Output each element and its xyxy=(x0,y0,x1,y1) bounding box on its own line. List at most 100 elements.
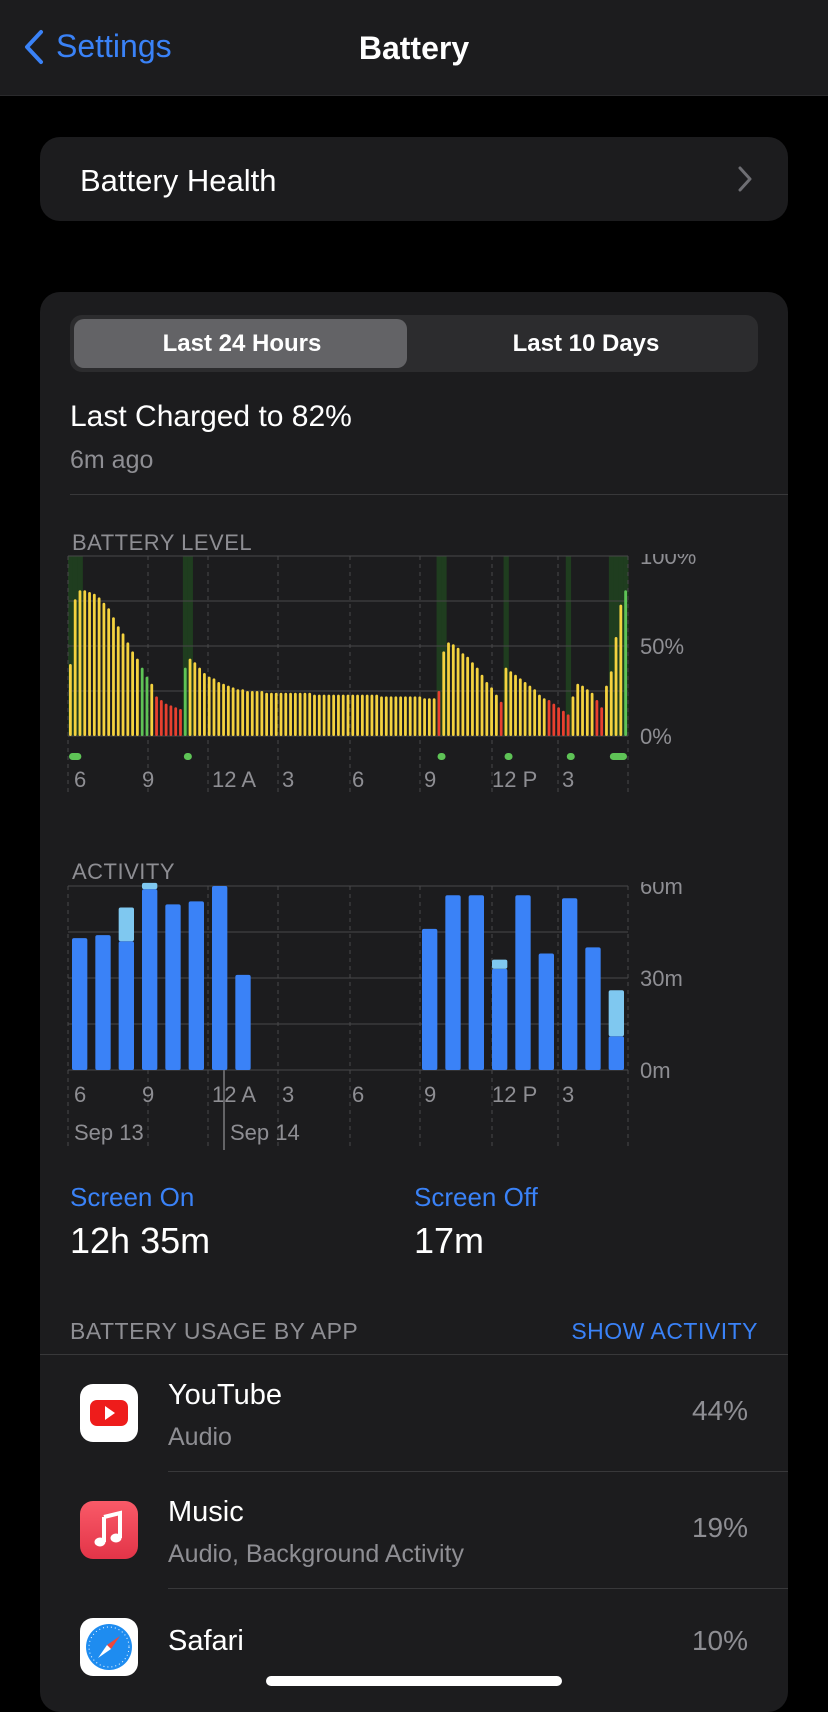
app-percentage: 19% xyxy=(691,1512,748,1543)
back-label: Settings xyxy=(56,28,172,64)
battery-level-bar xyxy=(83,590,87,736)
battery-level-bar xyxy=(255,691,259,736)
battery-level-bar xyxy=(380,696,383,736)
battery-level-bar xyxy=(590,692,594,736)
chevron-right-icon xyxy=(738,166,752,192)
screen-off-label: Screen Off xyxy=(414,1182,538,1212)
app-row-safari[interactable]: Safari 10% xyxy=(40,1589,788,1705)
battery-level-bar xyxy=(179,709,182,736)
charging-indicator xyxy=(609,753,627,760)
charging-indicator xyxy=(504,753,513,760)
screen-on-bar xyxy=(95,935,111,1070)
screen-on-bar xyxy=(608,1036,624,1070)
battery-level-bar xyxy=(571,696,575,736)
battery-level-bar xyxy=(523,682,527,736)
youtube-icon xyxy=(80,1384,138,1442)
battery-health-label: Battery Health xyxy=(80,163,277,198)
battery-level-bar xyxy=(595,700,599,736)
battery-level-bar xyxy=(279,692,283,736)
x-axis-tick-label: 3 xyxy=(282,767,294,792)
screen-on-bar xyxy=(445,895,461,1070)
date-label: Sep 13 xyxy=(74,1120,144,1145)
divider xyxy=(168,1588,788,1589)
divider xyxy=(40,1354,788,1355)
battery-level-bar xyxy=(399,696,403,736)
battery-level-bar xyxy=(485,682,489,736)
screen-on-bar xyxy=(72,938,88,1070)
battery-level-bar xyxy=(423,698,426,736)
screen-on-bar xyxy=(585,947,601,1070)
battery-level-bar xyxy=(509,671,513,736)
app-row-music[interactable]: Music Audio, Background Activity 19% xyxy=(40,1472,788,1588)
app-row-youtube[interactable]: YouTube Audio 44% xyxy=(40,1355,788,1471)
battery-level-bar xyxy=(203,673,206,736)
segment-last-24-hours[interactable]: Last 24 Hours xyxy=(162,330,322,357)
battery-usage-by-app-label: BATTERY USAGE BY APP xyxy=(70,1318,359,1344)
battery-level-bar xyxy=(542,698,546,736)
x-axis-tick-label: 6 xyxy=(74,767,86,792)
battery-level-bar xyxy=(600,707,604,736)
x-axis-tick-label: 3 xyxy=(562,1082,574,1107)
battery-level-bar xyxy=(188,658,192,736)
last-charged-time: 6m ago xyxy=(70,446,154,474)
x-axis-tick-label: 12 A xyxy=(212,767,256,792)
screen-on-bar xyxy=(142,889,158,1070)
battery-level-bar xyxy=(198,667,202,736)
battery-level-bar xyxy=(624,590,627,736)
battery-level-bar xyxy=(609,671,613,736)
screen-on-bar xyxy=(212,886,228,1070)
battery-health-row[interactable]: Battery Health xyxy=(40,137,788,221)
battery-level-bar xyxy=(155,696,158,736)
battery-level-bar xyxy=(404,696,407,736)
chevron-left-icon xyxy=(25,29,43,64)
back-button[interactable]: Settings xyxy=(24,28,172,65)
battery-level-bar xyxy=(360,694,364,736)
battery-level-bar xyxy=(174,707,178,736)
battery-level-bar xyxy=(461,653,465,736)
battery-level-bar xyxy=(538,694,541,736)
battery-level-bar xyxy=(494,694,498,736)
battery-level-bar xyxy=(552,703,556,736)
battery-level-bar xyxy=(322,694,326,736)
app-subtitle: Audio xyxy=(168,1423,232,1451)
battery-level-bar xyxy=(466,656,470,736)
battery-level-bar xyxy=(408,696,412,736)
battery-level-bar xyxy=(293,692,297,736)
segment-last-10-days[interactable]: Last 10 Days xyxy=(512,330,660,357)
battery-level-bar xyxy=(327,694,331,736)
battery-level-bar xyxy=(164,703,168,736)
app-percentage: 10% xyxy=(691,1625,748,1656)
battery-level-bar xyxy=(384,696,388,736)
x-axis-tick-label: 3 xyxy=(282,1082,294,1107)
charging-indicator xyxy=(437,753,446,760)
x-axis-tick-label: 9 xyxy=(424,1082,436,1107)
battery-level-bar xyxy=(356,694,359,736)
battery-level-bar xyxy=(471,662,474,736)
show-activity-button[interactable]: SHOW ACTIVITY xyxy=(571,1318,758,1344)
screen-on-bar xyxy=(118,941,134,1070)
battery-level-bar xyxy=(217,682,221,736)
battery-level-bar xyxy=(136,658,139,736)
screen-on-bar xyxy=(235,974,251,1070)
battery-level-bar xyxy=(499,701,503,736)
app-subtitle: Audio, Background Activity xyxy=(168,1540,464,1568)
battery-level-bar xyxy=(116,626,120,736)
battery-level-bar xyxy=(169,705,173,736)
battery-usage-card: Last 24 Hours Last 10 Days Last Charged … xyxy=(40,292,788,1712)
nav-bar: Settings Battery xyxy=(0,0,828,96)
battery-level-bar xyxy=(265,692,269,736)
battery-level-bar xyxy=(193,662,197,736)
x-axis-tick-label: 12 A xyxy=(212,1082,256,1107)
app-name: YouTube xyxy=(168,1379,282,1411)
page-title: Battery xyxy=(358,30,470,66)
battery-level-bar xyxy=(332,694,336,736)
charging-indicator xyxy=(183,753,192,760)
battery-level-bar xyxy=(260,691,264,736)
charging-indicator xyxy=(69,753,82,760)
battery-level-bar xyxy=(605,685,608,736)
battery-level-bar xyxy=(370,694,374,736)
battery-level-bar xyxy=(150,683,154,736)
date-label: Sep 14 xyxy=(230,1120,300,1145)
battery-level-bar xyxy=(69,664,72,736)
battery-level-bar xyxy=(73,599,77,736)
